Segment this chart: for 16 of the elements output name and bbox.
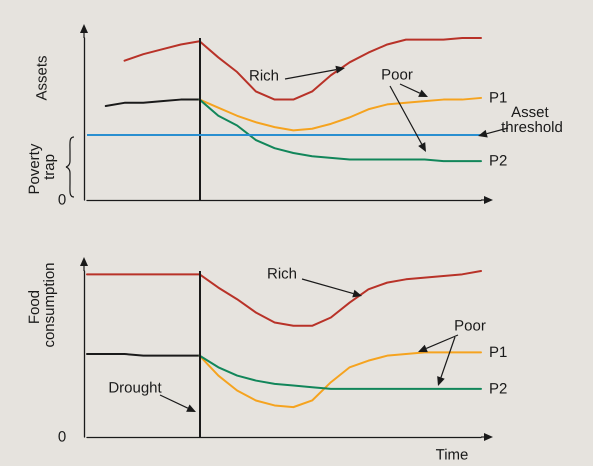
series-label: P2: [489, 380, 508, 398]
ref-line-label: Asset threshold: [501, 104, 563, 136]
text: 0: [58, 428, 66, 446]
annotation: Poor: [454, 318, 486, 334]
annotation: Drought: [108, 380, 163, 396]
series-label: P1: [489, 344, 508, 361]
y-axis-title: Food consumption: [26, 262, 58, 348]
series-label: P2: [489, 152, 508, 170]
y-axis-title: Assets: [34, 55, 50, 101]
x-axis-title: Time: [436, 446, 468, 464]
series-label: P1: [489, 89, 508, 106]
annotation: Rich: [266, 266, 298, 282]
text: 0: [58, 192, 66, 208]
annotation: Rich: [248, 68, 280, 84]
annotation: Poor: [381, 66, 413, 84]
text: Poverty trap: [26, 139, 58, 195]
